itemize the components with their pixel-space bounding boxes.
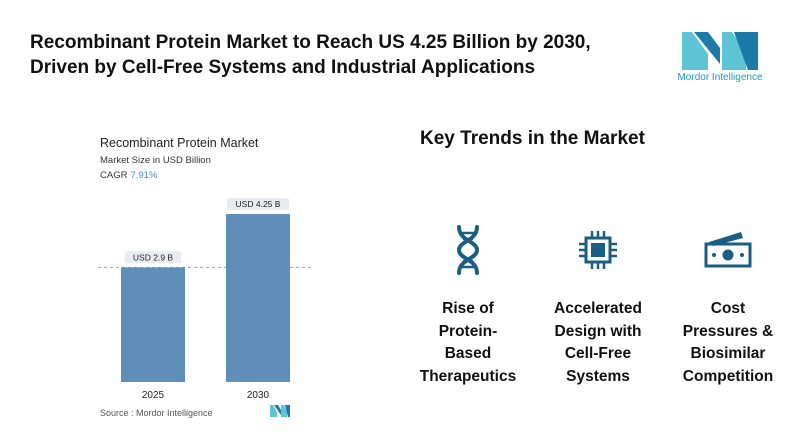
headline-line-1: Recombinant Protein Market to Reach US 4… xyxy=(30,32,591,53)
chart-cagr: CAGR 7.91% xyxy=(100,170,157,181)
source-note: Source : Mordor Intelligence xyxy=(100,408,213,418)
mini-logo-icon xyxy=(270,405,290,417)
data-label: USD 2.9 B xyxy=(133,252,173,262)
logo-text: Mordor Intelligence xyxy=(677,72,763,83)
data-label-bg xyxy=(227,198,289,210)
chip-icon xyxy=(533,225,663,275)
dna-icon xyxy=(403,225,533,275)
x-tick-label: 2030 xyxy=(247,390,270,401)
chart-subtitle: Market Size in USD Billion xyxy=(100,155,211,166)
trend-item-protein-therapeutics: Rise of Protein- Based Therapeutics xyxy=(403,225,533,388)
trend-item-cost-pressures: Cost Pressures & Biosimilar Competition xyxy=(663,225,793,388)
bar-2030 xyxy=(226,214,290,382)
cagr-value: 7.91% xyxy=(130,170,158,181)
headline-line-2: Driven by Cell-Free Systems and Industri… xyxy=(30,57,536,78)
trends-title: Key Trends in the Market xyxy=(420,128,645,149)
mordor-logo-mark-icon xyxy=(682,32,758,70)
bar-2025 xyxy=(121,267,185,382)
mordor-logo: Mordor Intelligence xyxy=(672,30,768,88)
data-label-bg xyxy=(124,251,182,264)
money-icon xyxy=(663,225,793,275)
trend-label: Rise of Protein- Based Therapeutics xyxy=(419,300,517,385)
chart-title: Recombinant Protein Market xyxy=(100,136,259,150)
cagr-label: CAGR xyxy=(100,170,128,181)
data-label: USD 4.25 B xyxy=(236,199,281,209)
bar-chart: USD 2.9 B 2025 USD 4.25 B 2030 xyxy=(98,198,312,401)
x-tick-label: 2025 xyxy=(142,390,165,401)
trend-label: Cost Pressures & Biosimilar Competition xyxy=(682,300,774,385)
trend-label: Accelerated Design with Cell-Free System… xyxy=(554,300,642,385)
headline: Recombinant Protein Market to Reach US 4… xyxy=(30,30,630,80)
trend-item-cell-free-systems: Accelerated Design with Cell-Free System… xyxy=(533,225,663,388)
